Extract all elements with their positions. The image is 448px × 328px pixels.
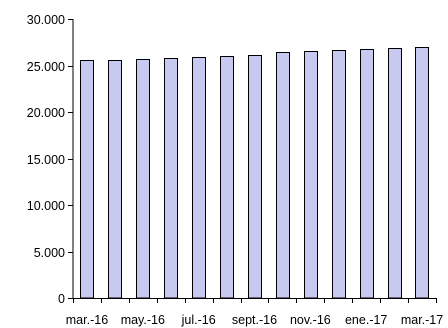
x-tick-label: may.-16 <box>121 313 165 327</box>
bar <box>415 47 429 299</box>
x-axis: mar.-16 may.-16 jul.-16 sept.-16 nov.-16 ene.… <box>66 298 443 327</box>
x-tick-label: ene.-17 <box>345 313 387 327</box>
y-tick-label: 0 <box>58 292 65 306</box>
bar <box>248 55 262 299</box>
bar <box>388 48 402 299</box>
y-tick-label: 30.000 <box>27 13 65 27</box>
y-tick-label: 15.000 <box>27 153 65 167</box>
y-tick-label: 10.000 <box>27 199 65 213</box>
x-tick-label: mar.-17 <box>401 313 443 327</box>
bar <box>136 59 150 299</box>
y-tick-label: 5.000 <box>34 246 65 260</box>
y-axis: 0 5.000 10.000 15.000 20.000 25.000 30.000 <box>27 13 74 306</box>
bar <box>276 52 290 299</box>
bar <box>108 60 122 299</box>
bar <box>192 57 206 299</box>
x-tick-label: sept.-16 <box>232 313 277 327</box>
bar <box>80 60 94 299</box>
bar <box>220 56 234 299</box>
bar <box>304 51 318 299</box>
y-tick-label: 20.000 <box>27 106 65 120</box>
x-tick-label: mar.-16 <box>66 313 108 327</box>
x-tick-label: jul.-16 <box>181 313 216 327</box>
y-tick-label: 25.000 <box>27 60 65 74</box>
bar <box>164 58 178 299</box>
bar <box>332 50 346 299</box>
bar <box>360 49 374 299</box>
bar-series <box>80 47 429 299</box>
x-tick-label: nov.-16 <box>290 313 331 327</box>
